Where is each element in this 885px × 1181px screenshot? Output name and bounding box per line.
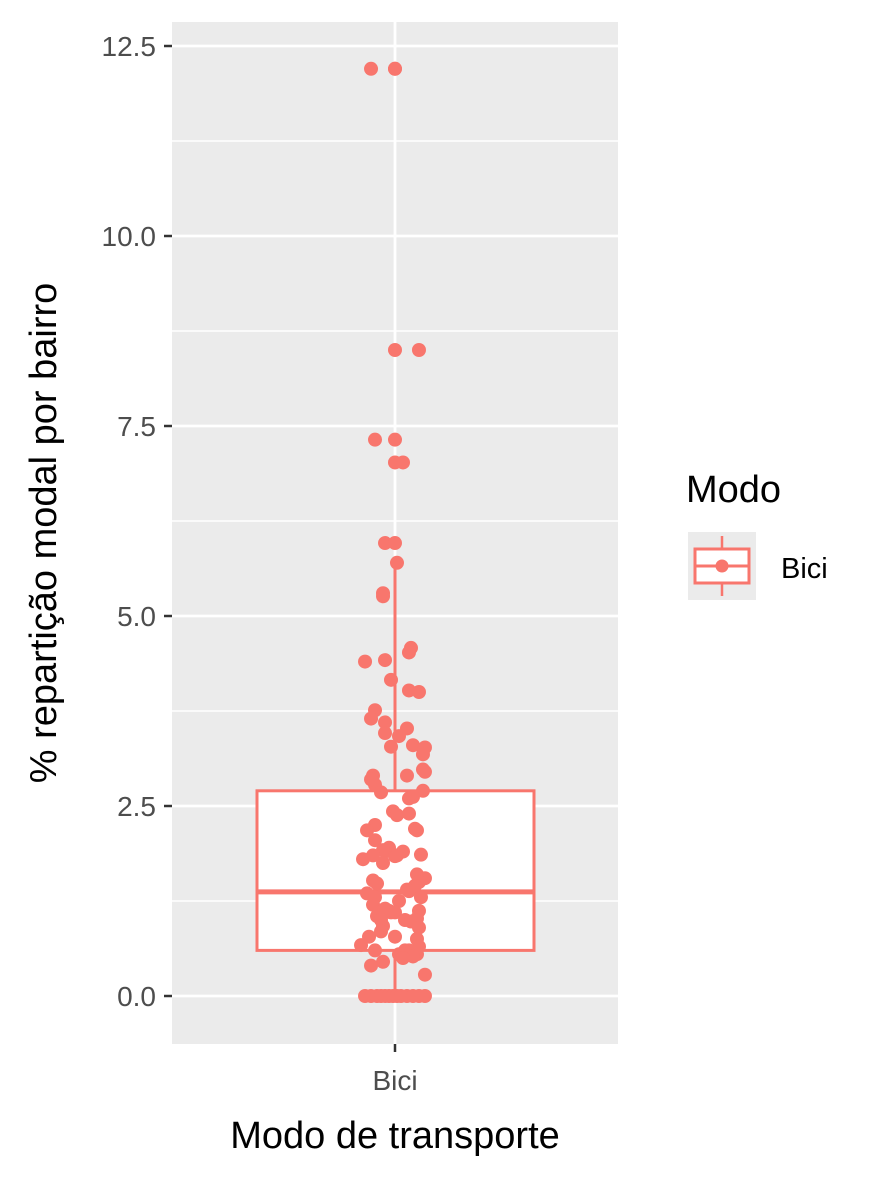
data-point xyxy=(413,847,428,862)
data-point xyxy=(395,455,410,470)
y-axis-ticks: 0.0 2.5 5.0 7.5 10.0 12.5 xyxy=(102,31,172,1012)
data-point xyxy=(376,954,391,969)
data-point xyxy=(388,929,402,944)
data-point xyxy=(378,536,393,551)
y-tick-label: 12.5 xyxy=(102,31,157,62)
data-point xyxy=(391,894,406,908)
data-point xyxy=(405,738,420,753)
data-point xyxy=(378,726,393,741)
data-point xyxy=(389,848,404,863)
data-point xyxy=(391,729,406,744)
x-axis-title: Modo de transporte xyxy=(230,1115,560,1157)
data-point xyxy=(388,432,402,447)
data-point xyxy=(364,772,379,787)
data-point xyxy=(388,536,402,551)
data-point xyxy=(376,856,391,870)
data-point xyxy=(417,764,432,779)
data-point xyxy=(411,685,426,699)
data-point xyxy=(364,958,379,973)
legend-key-point xyxy=(715,559,729,573)
data-point xyxy=(389,808,404,823)
data-point xyxy=(411,920,426,935)
data-point xyxy=(411,343,426,357)
data-point xyxy=(388,905,402,920)
data-point xyxy=(378,653,393,668)
data-point xyxy=(389,555,404,570)
data-point xyxy=(370,876,385,891)
data-point xyxy=(388,343,402,357)
data-point xyxy=(374,785,389,800)
data-point xyxy=(376,589,391,604)
data-point xyxy=(401,645,416,660)
y-tick-label: 2.5 xyxy=(117,791,156,822)
data-point xyxy=(401,806,416,821)
data-point xyxy=(415,747,430,762)
data-point xyxy=(417,967,432,982)
data-point xyxy=(368,432,383,447)
data-point xyxy=(405,789,420,804)
legend-label-bici: Bici xyxy=(781,553,828,585)
data-point xyxy=(384,739,399,754)
data-point xyxy=(364,61,379,76)
data-point xyxy=(409,823,424,838)
y-tick-label: 5.0 xyxy=(117,601,156,632)
y-tick-label: 10.0 xyxy=(102,221,157,252)
y-tick-label: 0.0 xyxy=(117,981,156,1012)
data-point xyxy=(358,654,373,669)
data-point xyxy=(356,852,371,867)
x-axis-ticks: Bici xyxy=(372,1044,418,1096)
data-point xyxy=(374,924,389,939)
data-point xyxy=(368,833,383,848)
legend-title: Modo xyxy=(686,469,781,511)
y-axis-title: % repartição modal por bairro xyxy=(23,283,65,784)
data-point xyxy=(354,938,369,953)
data-point xyxy=(368,943,383,958)
data-point xyxy=(360,823,375,838)
data-point xyxy=(401,884,416,899)
legend: Modo Bici xyxy=(686,469,828,600)
data-point xyxy=(417,989,432,1003)
data-point xyxy=(399,768,414,783)
data-point xyxy=(364,711,379,726)
data-point xyxy=(413,890,428,905)
x-tick-label: Bici xyxy=(372,1065,417,1096)
jitter-points xyxy=(354,61,432,1003)
data-point xyxy=(378,715,393,730)
data-point xyxy=(384,672,399,687)
data-point xyxy=(388,61,402,76)
y-tick-label: 7.5 xyxy=(117,411,156,442)
data-point xyxy=(395,951,410,965)
data-point xyxy=(366,897,381,912)
